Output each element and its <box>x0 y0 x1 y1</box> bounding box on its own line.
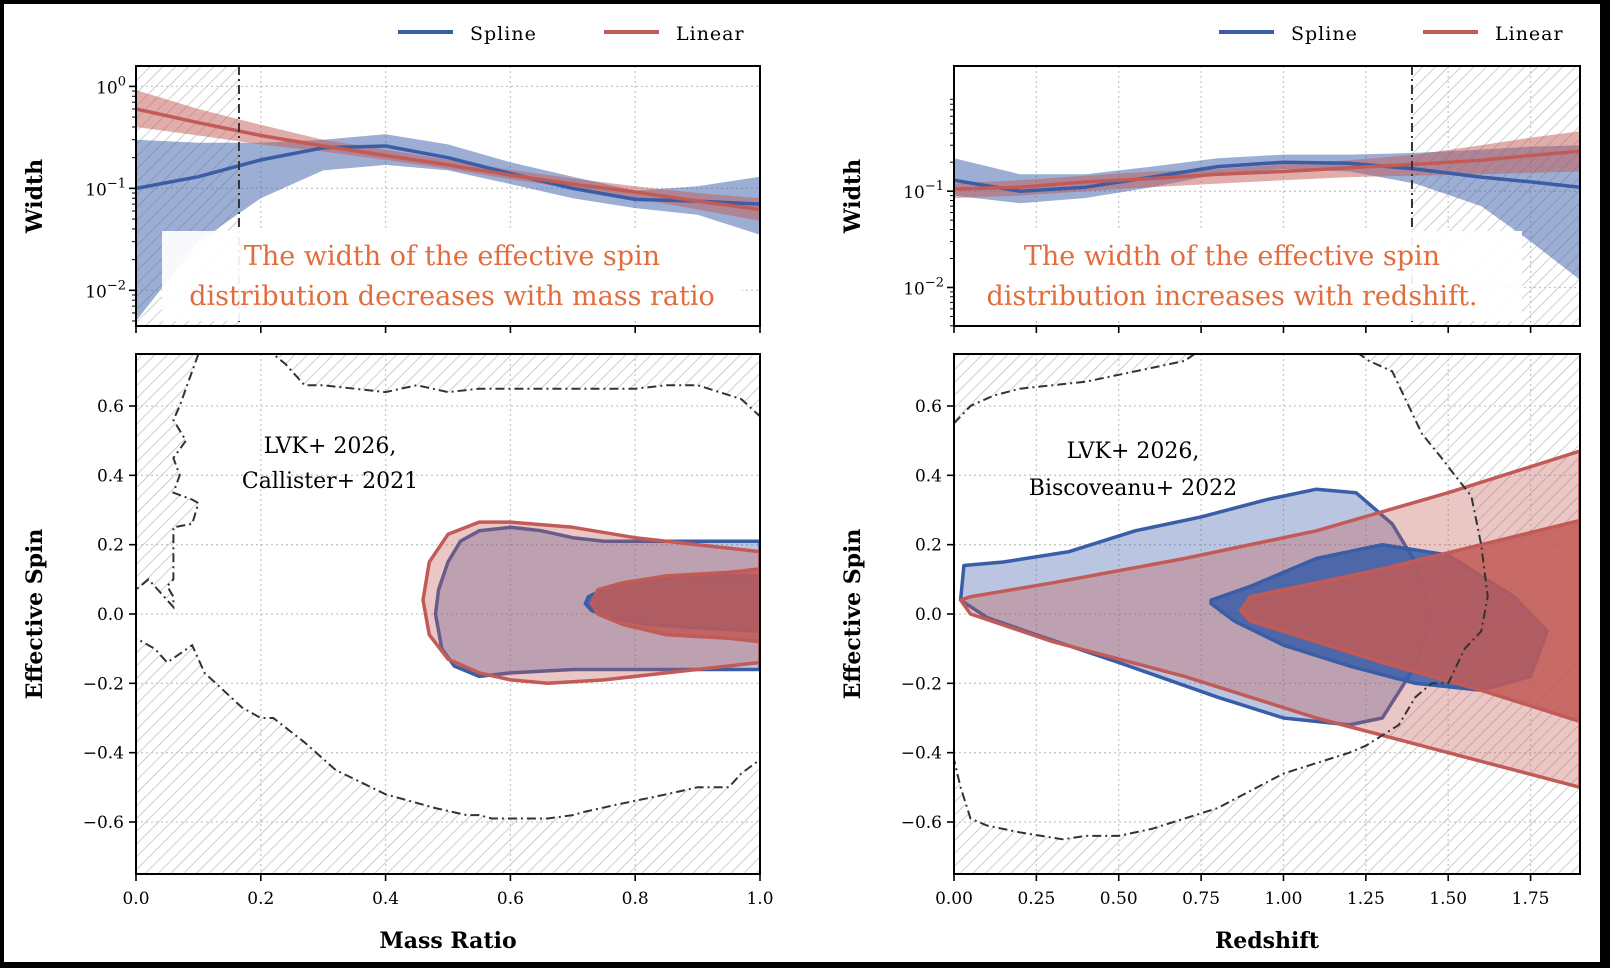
annotation-line: The width of the effective spin <box>1024 241 1440 272</box>
x-tick-label: 0.8 <box>622 889 649 909</box>
x-axis-label: Redshift <box>1215 928 1320 954</box>
y-tick-label: 0.0 <box>97 605 124 625</box>
x-tick-label: 0.25 <box>1017 889 1055 909</box>
legend-right: Spline Linear <box>1219 23 1564 45</box>
x-tick-label: 0.2 <box>247 889 274 909</box>
median-spline <box>954 160 1580 193</box>
y-tick-label: 100 <box>96 74 126 98</box>
reference-label: LVK+ 2026, <box>264 434 397 459</box>
y-tick-label: 0.2 <box>915 536 942 556</box>
panel-mass-width: The width of the effective spin distribut… <box>22 65 761 333</box>
legend-label-spline: Spline <box>1291 23 1358 45</box>
y-tick-label: −0.2 <box>83 674 124 694</box>
plot-area: LVK+ 2026, Callister+ 2021 <box>136 354 760 874</box>
y-tick-label: −0.6 <box>901 813 942 833</box>
plot-area: The width of the effective spin distribut… <box>954 66 1580 326</box>
contour-inner-linear <box>1238 518 1580 724</box>
x-tick-label: 0.4 <box>372 889 399 909</box>
x-tick-label: 0.6 <box>497 889 524 909</box>
y-tick-label: −0.4 <box>83 744 124 764</box>
annotation-box <box>954 231 1522 321</box>
band-spline <box>136 134 760 321</box>
annotation-line: The width of the effective spin <box>244 241 660 272</box>
panel-redshift-spin: LVK+ 2026, Biscoveanu+ 2022 0.00 0.25 0.50 0.… <box>840 353 1581 954</box>
legend-label-linear: Linear <box>676 23 745 45</box>
x-tick-label: 0.0 <box>122 889 149 909</box>
x-tick-label: 1.0 <box>746 889 773 909</box>
annotation-line: distribution decreases with mass ratio <box>189 281 715 312</box>
excluded-region <box>954 354 1580 874</box>
y-tick-label: 0.0 <box>915 605 942 625</box>
panel-redshift-width: The width of the effective spin distribut… <box>840 65 1581 333</box>
x-tick-label: 1.25 <box>1347 889 1385 909</box>
y-tick-label: 0.6 <box>97 397 124 417</box>
median-linear <box>136 107 760 212</box>
x-axis-label: Mass Ratio <box>379 928 516 954</box>
legend-label-linear: Linear <box>1495 23 1564 45</box>
annotation: The width of the effective spin distribut… <box>162 231 742 321</box>
support-contour <box>954 354 1489 841</box>
plot-area: LVK+ 2026, Biscoveanu+ 2022 <box>954 354 1580 874</box>
x-tick-label: 1.00 <box>1265 889 1303 909</box>
y-tick-label: 0.2 <box>97 536 124 556</box>
support-contour <box>136 354 760 820</box>
x-tick-label: 0.50 <box>1100 889 1138 909</box>
y-axis-label: Width <box>840 159 866 234</box>
axes-frame <box>135 65 761 327</box>
reference-label: Biscoveanu+ 2022 <box>1029 476 1237 501</box>
annotation-box <box>162 231 742 321</box>
y-tick-label: 10−2 <box>85 278 126 302</box>
y-tick-label: 0.4 <box>97 466 124 486</box>
panel-mass-spin: LVK+ 2026, Callister+ 2021 0.0 0.2 0.4 0.6 0.8… <box>22 353 774 954</box>
annotation-line: distribution increases with redshift. <box>987 281 1478 312</box>
median-spline <box>136 144 760 206</box>
y-tick-label: 0.6 <box>915 397 942 417</box>
annotation: The width of the effective spin distribut… <box>954 231 1522 321</box>
y-tick-label: 10−1 <box>85 176 126 200</box>
x-tick-label: 1.50 <box>1429 889 1467 909</box>
y-tick-label: −0.6 <box>83 813 124 833</box>
legend-label-spline: Spline <box>470 23 537 45</box>
x-tick-label: 0.00 <box>935 889 973 909</box>
y-axis-label: Effective Spin <box>22 529 48 700</box>
y-tick-label: −0.4 <box>901 744 942 764</box>
y-tick-label: 10−1 <box>903 179 944 203</box>
contour-inner-linear <box>589 567 760 644</box>
y-axis-label: Width <box>22 159 48 234</box>
x-tick-label: 1.75 <box>1512 889 1550 909</box>
plot-area: The width of the effective spin distribut… <box>136 66 760 326</box>
legend-left: Spline Linear <box>398 23 745 45</box>
reference-label: Callister+ 2021 <box>242 469 418 494</box>
excluded-region <box>136 354 760 874</box>
y-tick-label: 10−2 <box>903 275 944 299</box>
reference-label: LVK+ 2026, <box>1067 439 1200 464</box>
median-linear <box>954 149 1580 191</box>
y-tick-label: −0.2 <box>901 674 942 694</box>
y-tick-label: 0.4 <box>915 466 942 486</box>
y-axis-label: Effective Spin <box>840 529 866 700</box>
x-tick-label: 0.75 <box>1182 889 1220 909</box>
